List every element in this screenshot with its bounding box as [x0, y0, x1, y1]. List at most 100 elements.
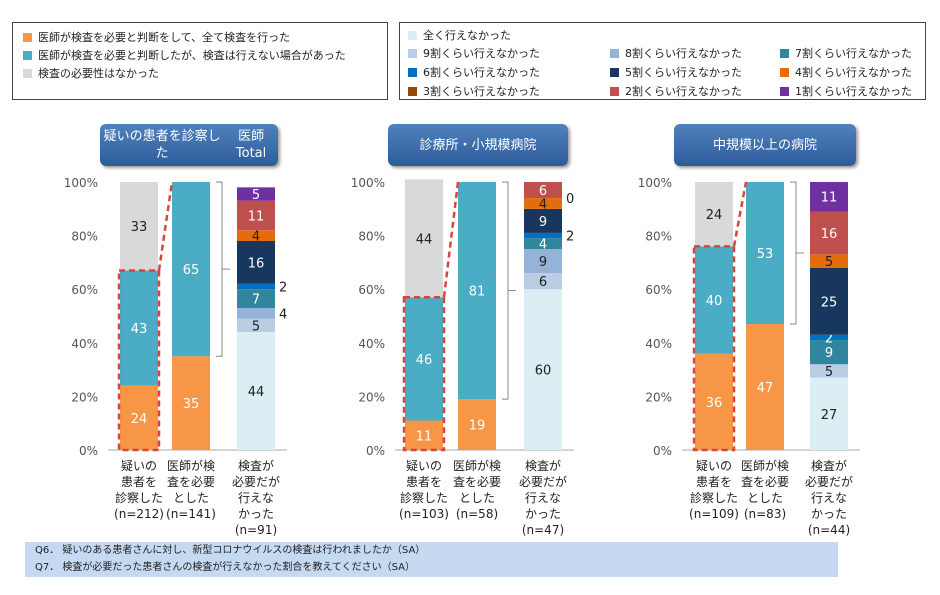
- connector-line: [157, 181, 174, 271]
- legend-item: 1割くらい行えなかった: [780, 83, 912, 99]
- data-label: 36: [706, 396, 723, 411]
- legend-item: 9割くらい行えなかった: [408, 45, 540, 61]
- bar-segment: [810, 211, 848, 255]
- category-label: 医師が検: [453, 458, 501, 473]
- data-label: 5: [825, 255, 833, 270]
- data-label: 40: [706, 294, 723, 309]
- panel-title: 診療所・小規模病院: [388, 124, 568, 166]
- y-tick-label: 100%: [638, 176, 672, 190]
- category-label: (n=141): [166, 507, 216, 521]
- category-label: 検査が: [238, 458, 274, 473]
- category-label: (n=212): [114, 507, 164, 521]
- category-label: 行えな: [811, 491, 847, 505]
- legend-swatch: [610, 67, 619, 77]
- bar-segment: [810, 377, 848, 450]
- legend-swatch: [780, 48, 789, 58]
- y-tick-label: 100%: [351, 176, 385, 190]
- legend-item: 6割くらい行えなかった: [408, 64, 540, 80]
- category-label: 検査が: [811, 458, 847, 473]
- category-label: 検査が: [525, 458, 561, 473]
- bar-segment: [237, 240, 275, 284]
- category-label: 患者を: [121, 475, 157, 489]
- bar-segment: [237, 230, 275, 241]
- bar-segment: [524, 208, 562, 233]
- category-label: (n=47): [522, 523, 564, 537]
- highlight-box: [402, 295, 446, 452]
- legend-main: 医師が検査を必要と判断をして、全て検査を行った 医師が検査を必要と判断したが、検査…: [12, 22, 388, 100]
- data-label: 16: [821, 227, 838, 242]
- category-label: (n=44): [808, 523, 850, 537]
- panel-title-line: 診療所・小規模病院: [419, 137, 537, 153]
- y-tick-label: 0%: [653, 444, 672, 458]
- panel-title: 中規模以上の病院: [674, 124, 856, 166]
- legend-share: 全く行えなかった 9割くらい行えなかった 8割くらい行えなかった 7割くらい行えなかっ…: [399, 22, 926, 100]
- category-label: 患者を: [696, 475, 732, 489]
- panel-title-line: 医師Total: [235, 129, 267, 161]
- y-tick-label: 20%: [358, 390, 385, 404]
- category-label: (n=83): [744, 507, 786, 521]
- legend-swatch: [23, 32, 32, 42]
- data-label: 11: [248, 210, 265, 225]
- data-label: 24: [706, 208, 723, 223]
- category-label: 患者を: [406, 475, 442, 489]
- y-tick-label: 60%: [358, 283, 385, 297]
- bar-segment: [695, 353, 733, 450]
- highlight-box: [117, 269, 161, 452]
- bar-segment: [810, 254, 848, 268]
- category-label: 査を必要: [453, 475, 501, 489]
- data-label: 9: [539, 255, 547, 270]
- category-label: かった: [811, 507, 847, 521]
- legend-swatch: [408, 30, 417, 40]
- data-label: 19: [469, 419, 486, 434]
- y-tick-label: 60%: [71, 283, 98, 297]
- bar-segment: [458, 182, 496, 400]
- legend-swatch: [780, 67, 789, 77]
- category-label: 査を必要: [167, 475, 215, 489]
- data-label: 5: [252, 188, 260, 203]
- legend-swatch: [610, 48, 619, 58]
- legend-swatch: [780, 86, 789, 96]
- data-label: 2: [825, 331, 833, 346]
- bar-segment: [120, 385, 158, 450]
- data-label: 4: [539, 238, 547, 253]
- legend-label: 医師が検査を必要と判断をして、全て検査を行った: [38, 31, 291, 44]
- bar-segment: [695, 182, 733, 247]
- data-label: 35: [183, 397, 200, 412]
- data-label: 11: [821, 191, 838, 206]
- bar-segment: [524, 249, 562, 274]
- bar-segment: [810, 182, 848, 212]
- data-label: 11: [416, 429, 433, 444]
- bar-segment: [524, 289, 562, 450]
- bar-segment: [172, 356, 210, 450]
- category-label: 必要だが: [519, 474, 567, 489]
- bar-segment: [746, 324, 784, 450]
- y-tick-label: 20%: [71, 390, 98, 404]
- legend-label: 7割くらい行えなかった: [795, 47, 912, 60]
- data-label: 0: [566, 192, 574, 207]
- category-label: (n=91): [235, 523, 277, 537]
- data-label: 25: [821, 295, 838, 310]
- data-label: 44: [416, 232, 433, 247]
- bar-segment: [524, 232, 562, 239]
- data-label: 16: [248, 256, 265, 271]
- data-label: 43: [131, 322, 148, 337]
- bar-segment: [810, 267, 848, 335]
- data-label: 5: [252, 319, 260, 334]
- data-label: 5: [825, 365, 833, 380]
- connector-line: [442, 181, 460, 298]
- data-label: 53: [757, 247, 774, 262]
- data-label: 47: [757, 381, 774, 396]
- data-label: 6: [539, 275, 547, 290]
- bar-segment: [237, 289, 275, 308]
- data-label: 44: [248, 385, 265, 400]
- bar-segment: [405, 420, 443, 450]
- legend-item: 検査の必要性はなかった: [23, 65, 159, 81]
- y-tick-label: 80%: [71, 230, 98, 244]
- legend-label: 4割くらい行えなかった: [795, 66, 912, 79]
- bar-segment: [237, 332, 275, 450]
- bar-segment: [237, 307, 275, 319]
- footer-q6: Q6． 疑いのある患者さんに対し、新型コロナウイルスの検査は行われましたか（SA…: [35, 545, 426, 556]
- data-label: 4: [252, 230, 260, 245]
